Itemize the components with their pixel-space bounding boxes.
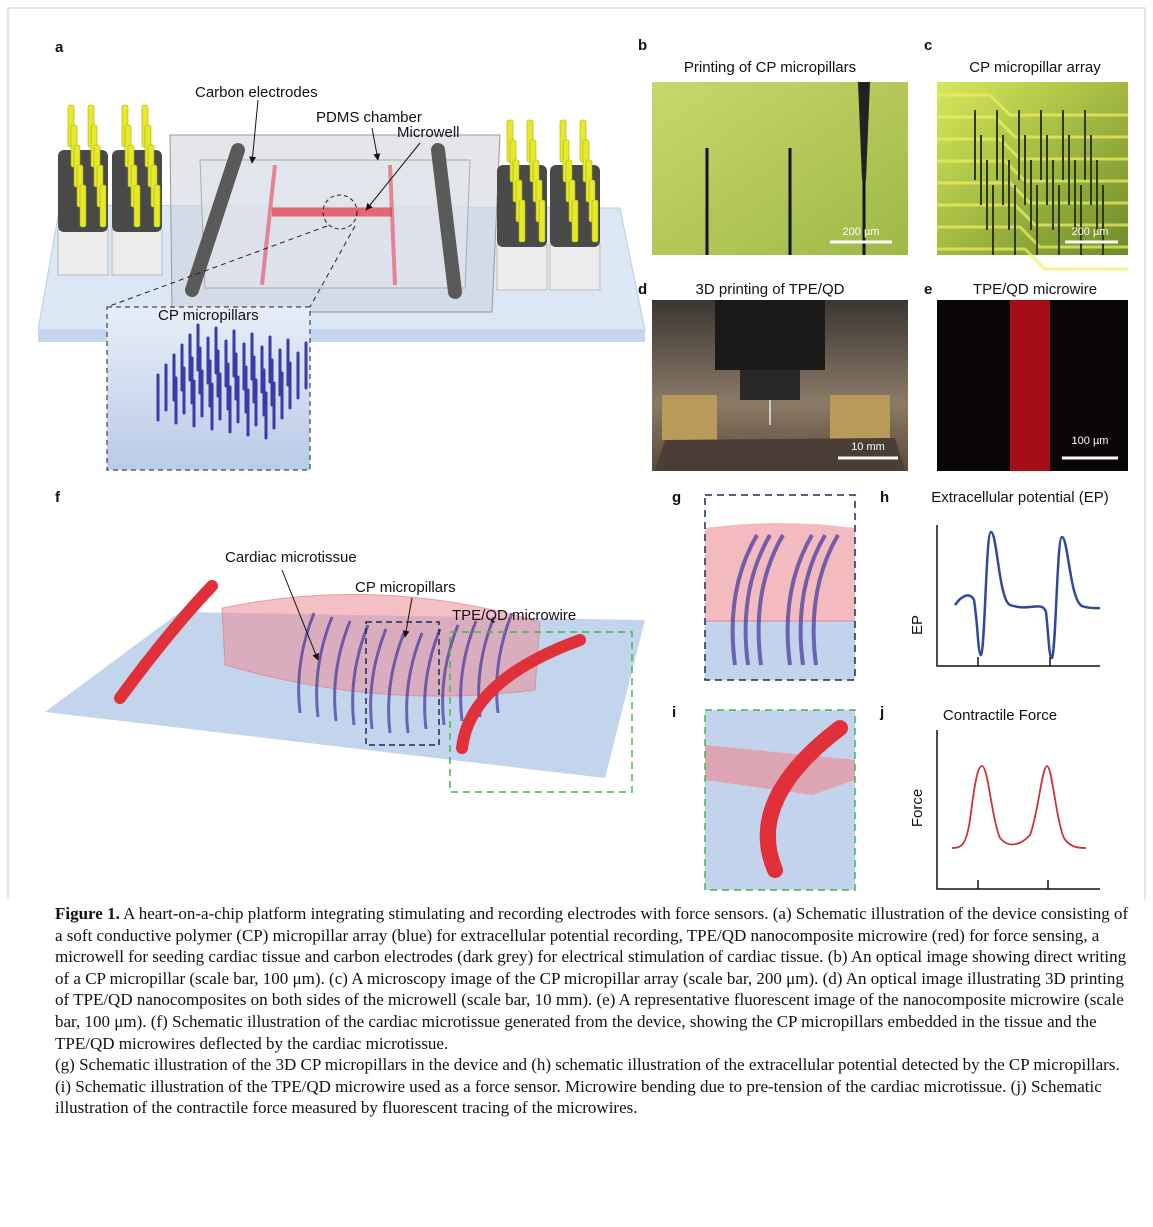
pin (154, 185, 160, 227)
annotation: Microwell (397, 124, 460, 141)
panel-label: j (879, 704, 884, 721)
annotation: CP micropillars (158, 307, 259, 324)
connector-base (550, 245, 600, 290)
panel-label: b (638, 37, 647, 54)
scale-bar-label: 200 µm (1072, 226, 1109, 238)
panel-g-schematic (705, 495, 855, 680)
caption-paragraph: Figure 1. A heart-on-a-chip platform int… (55, 903, 1137, 1054)
scale-bar-label: 200 µm (843, 226, 880, 238)
figure-page: a Carbon electrodes PDMS chamber Microwe… (0, 0, 1153, 1227)
annotation: Cardiac microtissue (225, 549, 357, 566)
pin (134, 185, 140, 227)
figure: a Carbon electrodes PDMS chamber Microwe… (0, 0, 1153, 900)
panel-title: TPE/QD microwire (973, 281, 1097, 298)
pin (572, 200, 578, 242)
panel-label: d (638, 281, 647, 298)
y-axis-label: EP (909, 615, 926, 635)
panel-label: a (55, 39, 64, 56)
caption-text: (g) Schematic illustration of the 3D CP … (55, 1055, 1120, 1117)
caption: Figure 1. A heart-on-a-chip platform int… (55, 903, 1137, 1119)
panel-f-schematic (45, 570, 645, 792)
panel-label: e (924, 281, 932, 298)
annotation: TPE/QD microwire (452, 607, 576, 624)
pin (592, 200, 598, 242)
caption-text: A heart-on-a-chip platform integrating s… (55, 904, 1128, 1053)
connector-base (58, 230, 108, 275)
connector-base (112, 230, 162, 275)
connector-base (497, 245, 547, 290)
panel-title: Printing of CP micropillars (684, 59, 856, 76)
annotation: CP micropillars (355, 579, 456, 596)
panel-title: CP micropillar array (969, 59, 1101, 76)
panel-i-schematic (705, 710, 855, 890)
panel-label: h (880, 489, 889, 506)
panel-label: f (55, 489, 61, 506)
plot-j (937, 730, 1100, 889)
panel-title: Extracellular potential (EP) (931, 489, 1109, 506)
panel-title: 3D printing of TPE/QD (696, 281, 845, 298)
scale-bar-label: 100 µm (1072, 435, 1109, 447)
panel-title: Contractile Force (943, 707, 1057, 724)
y-axis-label: Force (909, 789, 926, 827)
panel-a-schematic (38, 100, 645, 470)
photo-c (937, 82, 1128, 269)
scale-bar-label: 10 mm (851, 441, 885, 453)
caption-paragraph: (g) Schematic illustration of the 3D CP … (55, 1054, 1137, 1119)
panel-label: i (672, 704, 676, 721)
pin (519, 200, 525, 242)
pin (539, 200, 545, 242)
panel-label: c (924, 37, 932, 54)
caption-label: Figure 1. (55, 904, 120, 923)
pin (100, 185, 106, 227)
annotation: Carbon electrodes (195, 84, 318, 101)
pin (80, 185, 86, 227)
plot-h (937, 525, 1100, 666)
panel-label: g (672, 489, 681, 506)
